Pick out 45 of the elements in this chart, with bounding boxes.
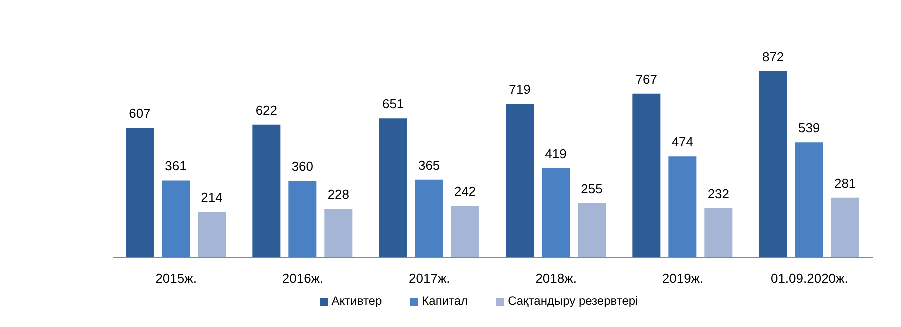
- data-label: 242: [454, 184, 476, 200]
- data-label: 474: [672, 134, 694, 150]
- data-label: 622: [256, 102, 278, 118]
- data-label: 365: [418, 158, 440, 173]
- data-label: 255: [581, 181, 603, 196]
- bar: [288, 180, 317, 258]
- x-tick-label: 2017ж.: [409, 271, 450, 286]
- data-label: 607: [129, 106, 151, 122]
- bar: [162, 180, 190, 258]
- x-tick-label: 2018ж.: [536, 271, 577, 286]
- bar: [759, 71, 788, 258]
- bar: [252, 124, 281, 258]
- data-label: 419: [545, 146, 567, 162]
- bar: [126, 128, 154, 258]
- bar: [795, 142, 824, 258]
- bar: [324, 209, 353, 258]
- data-label: 360: [292, 158, 314, 174]
- legend-label: Капитал: [422, 294, 468, 308]
- data-label: 232: [708, 186, 730, 202]
- bar: [668, 156, 697, 258]
- bar: [632, 94, 661, 258]
- bar: [506, 104, 534, 258]
- data-label: 872: [762, 49, 784, 64]
- data-label: 361: [165, 158, 187, 174]
- data-label: 214: [201, 190, 223, 206]
- bar: [704, 208, 733, 258]
- legend-label: Сақтандыру резервтері: [508, 294, 638, 308]
- data-label: 719: [509, 82, 531, 98]
- data-label: 228: [328, 187, 350, 202]
- data-label: 281: [834, 176, 856, 191]
- bar: [831, 198, 860, 258]
- bar: [542, 168, 570, 258]
- bar: [415, 180, 444, 258]
- legend-label: Активтер: [332, 294, 382, 308]
- bar: [578, 203, 606, 258]
- x-tick-label: 2019ж.: [662, 271, 704, 286]
- bar: [451, 206, 480, 258]
- x-tick-label: 2016ж.: [282, 271, 324, 286]
- x-tick-label: 2015ж.: [156, 271, 197, 286]
- x-tick-label: 01.09.2020ж.: [770, 271, 848, 286]
- bar: [198, 212, 226, 258]
- data-label: 539: [798, 120, 820, 136]
- data-label: 651: [382, 96, 404, 112]
- data-label: 767: [636, 72, 658, 87]
- bar: [379, 118, 408, 258]
